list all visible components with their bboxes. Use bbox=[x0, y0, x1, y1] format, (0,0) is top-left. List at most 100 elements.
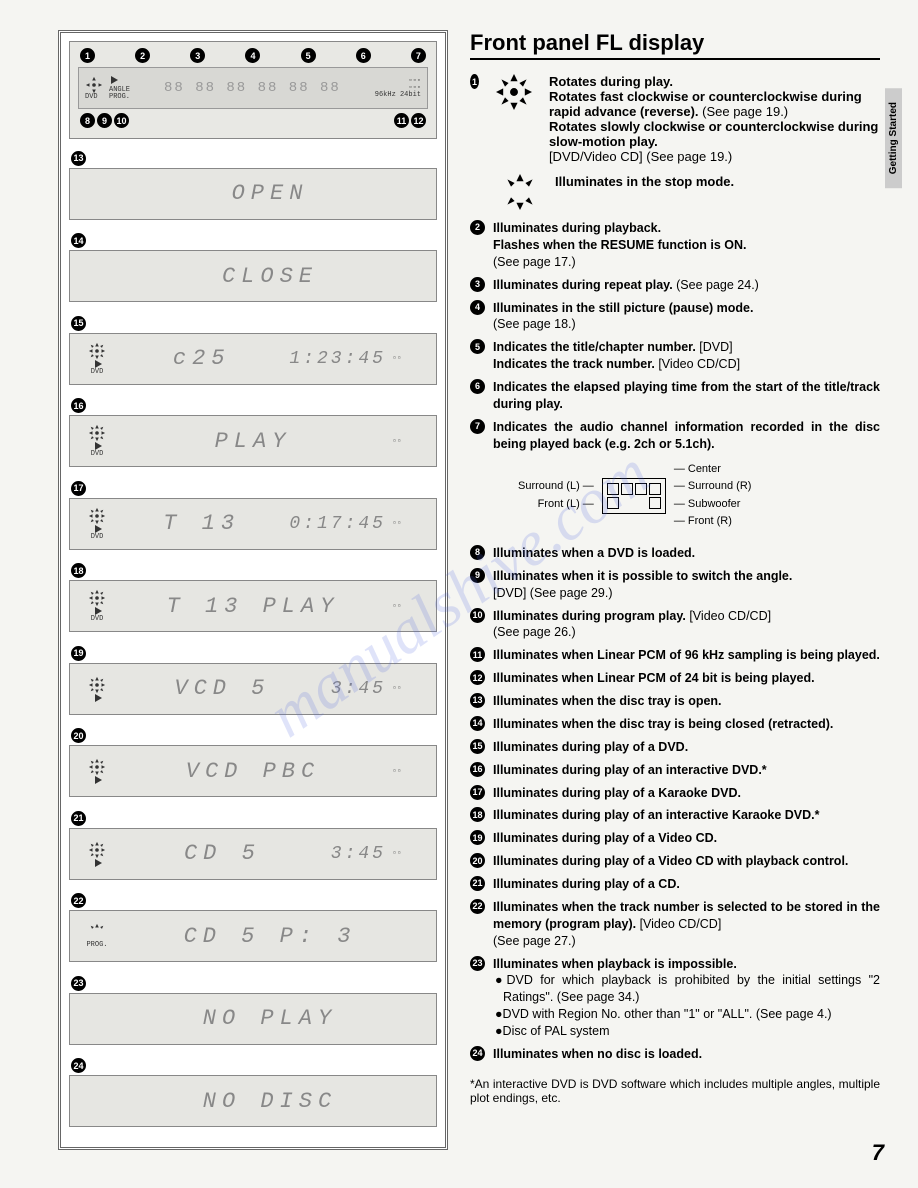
item-23: 23Illuminates when playback is impossibl… bbox=[470, 956, 880, 1040]
item-22: 22Illuminates when the track number is s… bbox=[470, 899, 880, 950]
callout-8: 8 bbox=[470, 545, 485, 560]
callout-16: 16 bbox=[71, 398, 86, 413]
lcd-channels: ▫▫ bbox=[392, 437, 426, 446]
item-15: 15Illuminates during play of a DVD. bbox=[470, 739, 880, 756]
callout-7: 7 bbox=[411, 48, 426, 63]
callout-18: 18 bbox=[470, 807, 485, 822]
item-20-text: Illuminates during play of a Video CD wi… bbox=[493, 853, 880, 870]
item-5: 5Indicates the title/chapter number. [DV… bbox=[470, 339, 880, 373]
item-1b-text: Illuminates in the stop mode. bbox=[555, 174, 734, 189]
item-19: 19Illuminates during play of a Video CD. bbox=[470, 830, 880, 847]
callout-10: 10 bbox=[470, 608, 485, 623]
callout-8: 8 bbox=[80, 113, 95, 128]
display-21: 21CD 53:45▫▫ bbox=[69, 809, 437, 880]
callout-13: 13 bbox=[71, 151, 86, 166]
lcd-23: NO PLAY bbox=[69, 993, 437, 1045]
callout-23: 23 bbox=[71, 976, 86, 991]
item-10-text: Illuminates during program play. [Video … bbox=[493, 608, 880, 642]
item-7: 7 Indicates the audio channel information… bbox=[470, 419, 880, 453]
item-13-text: Illuminates when the disc tray is open. bbox=[493, 693, 880, 710]
lcd-text: PLAY bbox=[114, 429, 392, 454]
item-10: 10 Illuminates during program play. [Vide… bbox=[470, 608, 880, 642]
lcd-16: DVDPLAY▫▫ bbox=[69, 415, 437, 467]
callout-16: 16 bbox=[470, 762, 485, 777]
reference-lcd: DVD ANGLEPROG. 88 88 88 88 88 88 ▫▫▫▫▫▫9… bbox=[78, 67, 428, 109]
display-14: 14 CLOSE bbox=[69, 232, 437, 303]
lcd-text: OPEN bbox=[114, 181, 426, 206]
display-18: 18DVDT 13 PLAY▫▫ bbox=[69, 562, 437, 633]
lcd-time: 3:45 bbox=[331, 679, 386, 699]
callout-1: 1 bbox=[80, 48, 95, 63]
item-16: 16 Illuminates during play of an interact… bbox=[470, 762, 880, 779]
lcd-icon: DVD bbox=[80, 507, 114, 541]
item-6: 6Indicates the elapsed playing time from… bbox=[470, 379, 880, 413]
item-14-text: Illuminates when the disc tray is being … bbox=[493, 716, 880, 733]
lcd-text: T 13 PLAY bbox=[114, 594, 392, 619]
lcd-icon: DVD bbox=[80, 424, 114, 458]
spinner-icon-partial bbox=[497, 174, 543, 210]
callout-17: 17 bbox=[470, 785, 485, 800]
item-24-text: Illuminates when no disc is loaded. bbox=[493, 1046, 880, 1063]
callout-14: 14 bbox=[470, 716, 485, 731]
callout-9: 9 bbox=[470, 568, 485, 583]
callout-6: 6 bbox=[356, 48, 371, 63]
callout-22: 22 bbox=[71, 893, 86, 908]
lcd-19: VCD 53:45▫▫ bbox=[69, 663, 437, 715]
item-9-text: Illuminates when it is possible to switc… bbox=[493, 568, 880, 602]
callout-7: 7 bbox=[470, 419, 485, 434]
lcd-channels: ▫▫ bbox=[392, 354, 426, 363]
lcd-text: VCD 5 bbox=[114, 676, 331, 701]
spinner-icon-full bbox=[491, 74, 537, 110]
lcd-icon: PROG. bbox=[80, 923, 114, 949]
lcd-icon: DVD bbox=[80, 589, 114, 623]
lcd-time: 3:45 bbox=[331, 844, 386, 864]
callout-1: 1 bbox=[470, 74, 479, 89]
lcd-text: T 13 bbox=[114, 511, 289, 536]
item-7-text: Indicates the audio channel information … bbox=[493, 419, 880, 453]
display-24: 24NO DISC bbox=[69, 1057, 437, 1128]
lcd-time: 0:17:45 bbox=[289, 514, 386, 534]
item-3: 3 Illuminates during repeat play. (See pa… bbox=[470, 277, 880, 294]
lcd-channels: ▫▫ bbox=[392, 602, 426, 611]
callout-9: 9 bbox=[97, 113, 112, 128]
item-16-text: Illuminates during play of an interactiv… bbox=[493, 762, 880, 779]
callout-14: 14 bbox=[71, 233, 86, 248]
item-11: 11Illuminates when Linear PCM of 96 kHz … bbox=[470, 647, 880, 664]
item-20: 20Illuminates during play of a Video CD … bbox=[470, 853, 880, 870]
page-number: 7 bbox=[872, 1140, 884, 1166]
lcd-text: c25 bbox=[114, 346, 289, 371]
lcd-time: 1:23:45 bbox=[289, 349, 386, 369]
lcd-text: CLOSE bbox=[114, 264, 426, 289]
callout-2: 2 bbox=[135, 48, 150, 63]
callout-2: 2 bbox=[470, 220, 485, 235]
item-21-text: Illuminates during play of a CD. bbox=[493, 876, 880, 893]
item-8-text: Illuminates when a DVD is loaded. bbox=[493, 545, 880, 562]
display-17: 17DVDT 130:17:45▫▫ bbox=[69, 479, 437, 550]
callout-3: 3 bbox=[470, 277, 485, 292]
item-22-text: Illuminates when the track number is sel… bbox=[493, 899, 880, 950]
display-19: 19 VCD 53:45▫▫ bbox=[69, 644, 437, 715]
item-2-text: Illuminates during playback.Flashes when… bbox=[493, 220, 880, 271]
callout-13: 13 bbox=[470, 693, 485, 708]
callout-6: 6 bbox=[470, 379, 485, 394]
item-8: 8 Illuminates when a DVD is loaded. bbox=[470, 545, 880, 562]
callout-11: 11 bbox=[394, 113, 409, 128]
item-12: 12Illuminates when Linear PCM of 24 bit … bbox=[470, 670, 880, 687]
item-14: 14 Illuminates when the disc tray is bein… bbox=[470, 716, 880, 733]
item-9: 9 Illuminates when it is possible to swit… bbox=[470, 568, 880, 602]
lcd-14: CLOSE bbox=[69, 250, 437, 302]
callout-5: 5 bbox=[301, 48, 316, 63]
callout-11: 11 bbox=[470, 647, 485, 662]
callout-19: 19 bbox=[71, 646, 86, 661]
top-callouts: 1234567 bbox=[76, 48, 430, 63]
lcd-icon bbox=[80, 758, 114, 784]
item-17-text: Illuminates during play of a Karaoke DVD… bbox=[493, 785, 880, 802]
callout-10: 10 bbox=[114, 113, 129, 128]
item-3-text: Illuminates during repeat play. (See pag… bbox=[493, 277, 880, 294]
callout-24: 24 bbox=[71, 1058, 86, 1073]
item-21: 21Illuminates during play of a CD. bbox=[470, 876, 880, 893]
lcd-icon: DVD bbox=[80, 342, 114, 376]
item-2: 2 Illuminates during playback.Flashes whe… bbox=[470, 220, 880, 271]
callout-12: 12 bbox=[470, 670, 485, 685]
callout-17: 17 bbox=[71, 481, 86, 496]
